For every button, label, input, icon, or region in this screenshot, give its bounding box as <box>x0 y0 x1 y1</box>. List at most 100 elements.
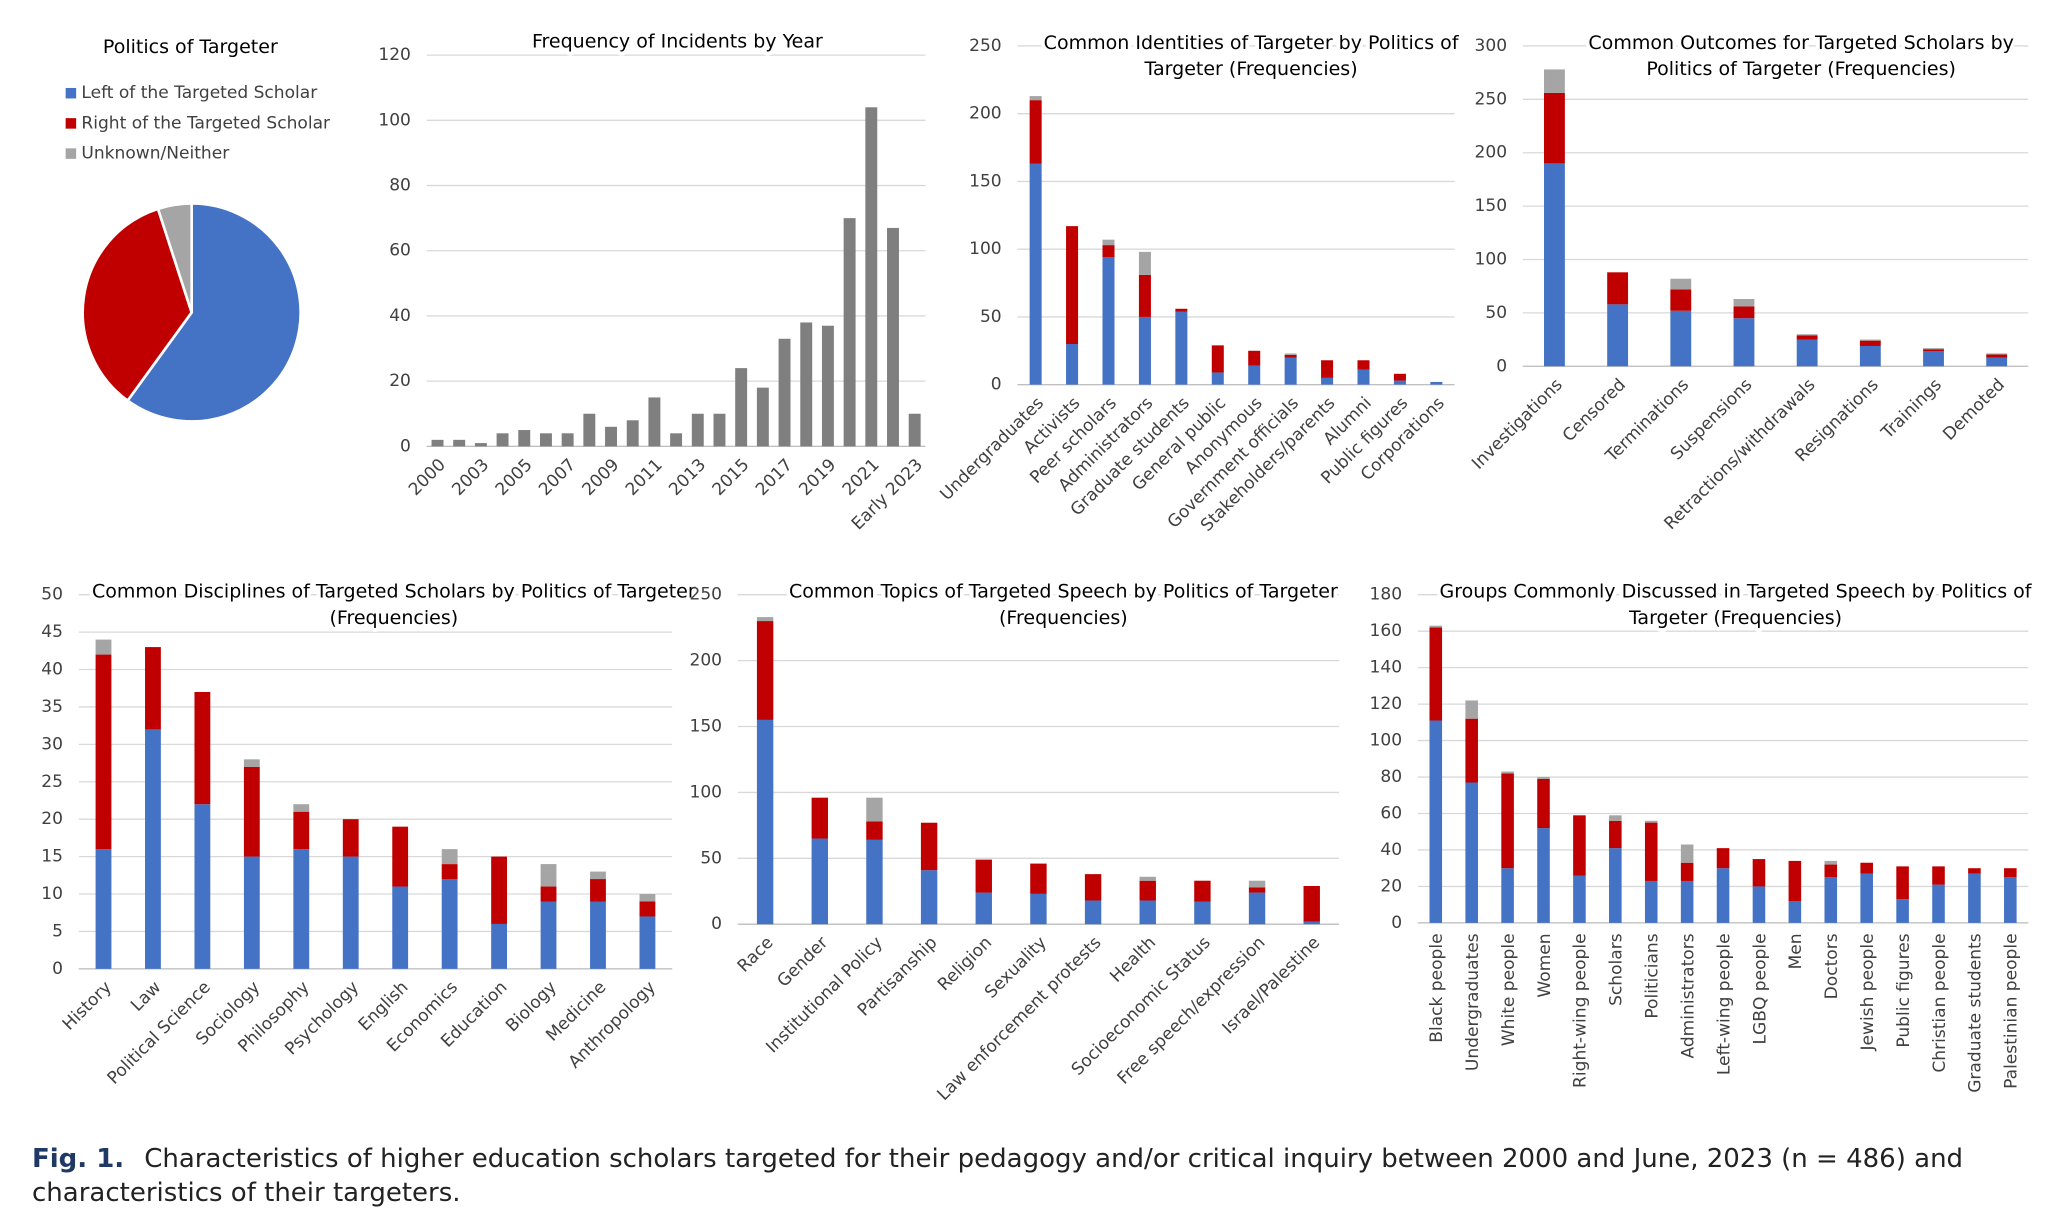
bar-segment <box>1321 377 1334 385</box>
bar-segment <box>1860 862 1873 874</box>
y-tick-label: 160 <box>1370 621 1403 641</box>
bar-segment <box>95 849 112 969</box>
x-tick-label: Doctors <box>1822 933 1842 999</box>
bar-segment <box>1824 864 1838 878</box>
bar-segment <box>1194 901 1211 925</box>
bar-segment <box>1796 334 1818 336</box>
pie-slice <box>81 207 194 403</box>
bar-segment <box>1752 859 1766 887</box>
x-tick-label: Politicians <box>1643 933 1663 1018</box>
bar <box>713 413 726 447</box>
bar-segment <box>1357 369 1370 385</box>
bar-segment <box>1175 308 1188 312</box>
y-tick-label: 15 <box>41 847 63 867</box>
pie-slice <box>156 202 193 313</box>
bar-segment <box>1066 226 1079 345</box>
bar <box>887 227 899 447</box>
bar-segment <box>95 639 112 655</box>
bar-segment <box>1788 860 1802 902</box>
x-tick-label: LGBQ people <box>1750 933 1770 1044</box>
bar-segment <box>1968 868 1981 874</box>
bar-segment <box>2004 877 2017 923</box>
chart-title: Common Topics of Targeted Speech by Poli… <box>789 581 1338 603</box>
figure-content: Politics of Targeter Left of the Targeted… <box>41 27 2036 1105</box>
bar <box>778 338 791 447</box>
y-tick-label: 50 <box>41 585 63 605</box>
y-tick-label: 0 <box>711 914 722 934</box>
bar-segment <box>1429 720 1443 923</box>
bar-segment <box>1644 820 1658 823</box>
bar <box>800 322 813 447</box>
bar-segment <box>1066 344 1079 385</box>
bar-segment <box>95 654 112 850</box>
bar-segment <box>1716 868 1730 923</box>
bar-segment <box>1102 257 1115 385</box>
y-tick-label: 120 <box>378 45 411 65</box>
bar-segment <box>491 923 507 969</box>
bar-segment <box>1716 848 1730 869</box>
y-tick-label: 10 <box>41 884 63 904</box>
bar-segment <box>342 856 359 969</box>
chart-title: Politics of Targeter <box>103 36 278 58</box>
bar-segment <box>1537 778 1550 829</box>
caption: Fig. 1. Characteristics of higher educati… <box>32 1142 2032 1210</box>
bar-segment <box>866 839 883 925</box>
bar <box>561 433 574 447</box>
bar-segment <box>1788 901 1802 923</box>
bar <box>431 439 444 447</box>
x-tick-label: Health <box>1106 933 1160 987</box>
y-tick-label: 60 <box>1380 803 1402 823</box>
y-tick-label: 100 <box>1370 731 1403 751</box>
bar-segment <box>1102 239 1115 246</box>
x-tick-label: 2000 <box>405 455 450 500</box>
bar-segment <box>1968 873 1981 923</box>
x-tick-label: 2017 <box>752 455 797 500</box>
chart-title: Common Disciplines of Targeted Scholars … <box>92 581 696 603</box>
bar-segment <box>1029 96 1042 101</box>
y-tick-label: 250 <box>969 36 1002 56</box>
legend-swatch <box>65 118 77 129</box>
x-tick-label: Jewish people <box>1858 933 1878 1051</box>
y-tick-label: 0 <box>991 375 1002 395</box>
bar-segment <box>920 822 938 871</box>
bar-segment <box>540 901 557 969</box>
bar-segment <box>1609 815 1622 821</box>
bar-segment <box>1670 278 1692 290</box>
x-tick-label: Israel/Palestine <box>1219 933 1324 1038</box>
bar-segment <box>1537 828 1550 923</box>
y-tick-label: 0 <box>1391 913 1402 933</box>
bar-segment <box>145 729 161 969</box>
x-tick-label: 2009 <box>579 455 624 500</box>
caption-text: Characteristics of higher education scho… <box>32 1144 1964 1208</box>
bar-segment <box>756 621 774 720</box>
bar-segment <box>590 871 606 880</box>
bar-segment <box>194 691 211 805</box>
bar-segment <box>293 804 310 812</box>
bar-segment <box>1680 862 1694 881</box>
bar-segment <box>1824 860 1838 865</box>
bar-segment <box>1284 353 1297 355</box>
chart-title: Targeter (Frequencies) <box>1628 607 1842 629</box>
y-tick-label: 40 <box>41 660 63 680</box>
bar-segment <box>1644 822 1658 881</box>
bar-segment <box>1860 873 1873 923</box>
y-tick-label: 150 <box>1475 196 1508 216</box>
bar <box>583 413 596 447</box>
bar-segment <box>1859 340 1881 346</box>
y-tick-label: 0 <box>400 436 411 456</box>
bar-segment <box>1923 349 1944 352</box>
bar-segment <box>1896 899 1909 923</box>
bar-segment <box>1248 880 1266 888</box>
bar-segment <box>1607 304 1629 367</box>
chart-title: Common Outcomes for Targeted Scholars by <box>1588 32 2013 54</box>
bar <box>735 368 748 447</box>
bar-segment <box>1465 718 1478 783</box>
bar-segment <box>811 797 828 839</box>
y-tick-label: 200 <box>969 104 1002 124</box>
bar-segment <box>590 879 606 902</box>
x-tick-label: Race <box>734 933 778 977</box>
y-tick-label: 0 <box>1496 356 1507 376</box>
bar-segment <box>1303 885 1320 922</box>
